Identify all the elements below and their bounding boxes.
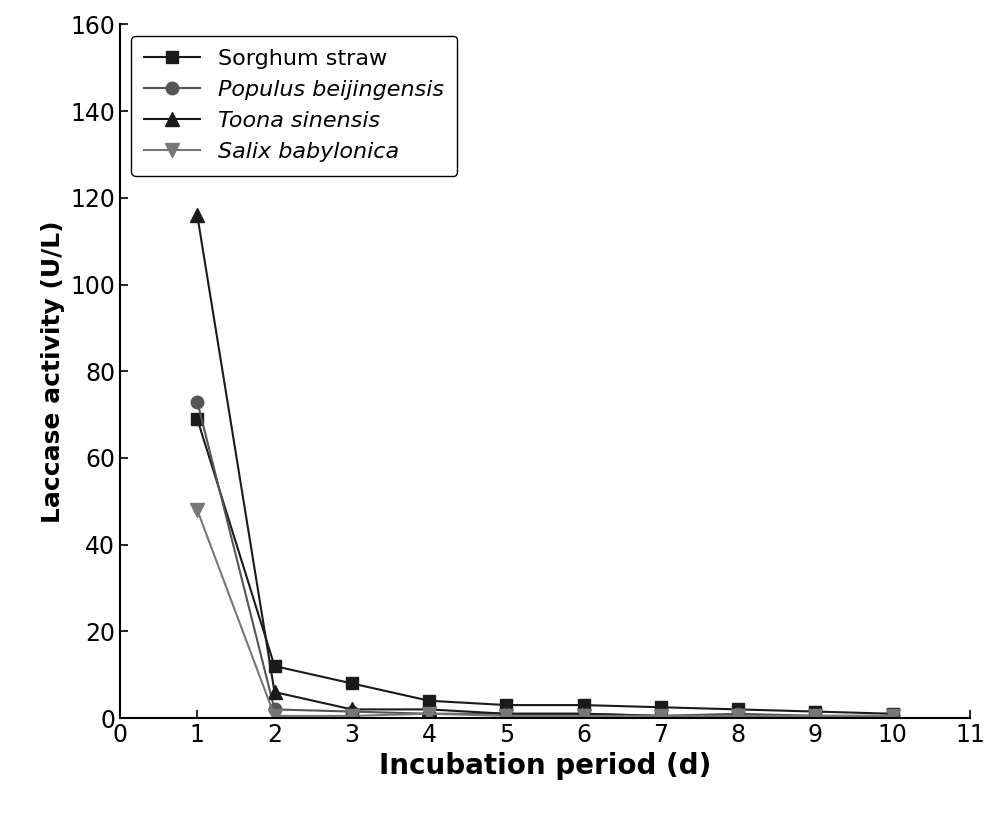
Toona sinensis [500, 709, 512, 719]
Populus beijingensis [500, 709, 512, 719]
Sorghum straw [500, 700, 512, 710]
Populus beijingensis [269, 704, 281, 714]
Toona sinensis [655, 711, 667, 721]
Populus beijingensis [423, 709, 435, 719]
Line: Sorghum straw: Sorghum straw [191, 413, 899, 720]
Populus beijingensis [346, 707, 358, 716]
X-axis label: Incubation period (d): Incubation period (d) [379, 752, 711, 780]
Salix babylonica [423, 709, 435, 719]
Populus beijingensis [578, 709, 590, 719]
Salix babylonica [887, 711, 899, 721]
Sorghum straw [809, 707, 821, 716]
Toona sinensis [191, 211, 203, 220]
Salix babylonica [346, 711, 358, 721]
Line: Populus beijingensis: Populus beijingensis [191, 396, 899, 722]
Salix babylonica [269, 711, 281, 721]
Salix babylonica [500, 711, 512, 721]
Populus beijingensis [655, 711, 667, 721]
Toona sinensis [346, 704, 358, 714]
Populus beijingensis [191, 397, 203, 406]
Sorghum straw [655, 703, 667, 712]
Sorghum straw [269, 661, 281, 671]
Legend: Sorghum straw, Populus beijingensis, Toona sinensis, Salix babylonica: Sorghum straw, Populus beijingensis, Too… [131, 36, 457, 175]
Toona sinensis [732, 711, 744, 721]
Salix babylonica [809, 711, 821, 721]
Y-axis label: Laccase activity (U/L): Laccase activity (U/L) [41, 220, 65, 522]
Line: Toona sinensis: Toona sinensis [190, 208, 900, 723]
Sorghum straw [732, 704, 744, 714]
Sorghum straw [346, 679, 358, 689]
Salix babylonica [655, 711, 667, 721]
Salix babylonica [732, 711, 744, 721]
Toona sinensis [809, 711, 821, 721]
Populus beijingensis [732, 709, 744, 719]
Populus beijingensis [887, 711, 899, 721]
Populus beijingensis [809, 711, 821, 721]
Toona sinensis [887, 711, 899, 721]
Salix babylonica [191, 505, 203, 515]
Sorghum straw [887, 709, 899, 719]
Sorghum straw [423, 696, 435, 706]
Sorghum straw [578, 700, 590, 710]
Toona sinensis [269, 687, 281, 697]
Toona sinensis [423, 704, 435, 714]
Salix babylonica [578, 711, 590, 721]
Toona sinensis [578, 709, 590, 719]
Sorghum straw [191, 414, 203, 424]
Line: Salix babylonica: Salix babylonica [190, 503, 900, 723]
